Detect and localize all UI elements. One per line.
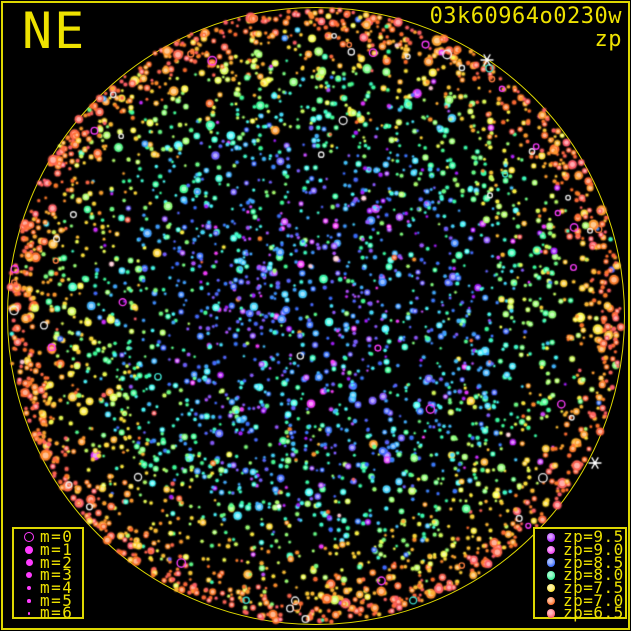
m-marker-1 — [25, 546, 33, 555]
legend-label: zp=9.5 — [563, 527, 624, 547]
legend-row: m=2 — [18, 552, 82, 572]
legend-row: m=6 — [18, 603, 82, 623]
legend-label: m=3 — [40, 565, 74, 585]
legend-row: zp=9.5 — [539, 527, 625, 547]
legend-label: zp=8.5 — [563, 552, 624, 572]
legend-label: zp=7.5 — [563, 578, 624, 598]
legend-label: zp=9.0 — [563, 540, 624, 560]
m-marker-3 — [26, 572, 32, 579]
legend-label: m=6 — [40, 603, 74, 623]
legend-row: zp=8.0 — [539, 565, 625, 585]
zp-marker-0 — [546, 533, 556, 542]
zp-marker-3 — [546, 571, 556, 580]
legend-row: m=3 — [18, 565, 82, 585]
legend-label: zp=8.0 — [563, 565, 624, 585]
legend-label: m=1 — [40, 540, 74, 560]
zp-marker-1 — [546, 545, 556, 555]
title-block: 03k60964o0230w zp — [430, 5, 622, 51]
legend-label: zp=7.0 — [563, 590, 624, 610]
legend-label: m=5 — [40, 590, 74, 610]
legend-row: zp=9.0 — [539, 540, 625, 560]
zeropoint-legend: zp=9.5 zp=9.0 zp=8.5 zp=8.0 zp=7.5 zp=7.… — [533, 527, 627, 623]
m-marker-2 — [25, 559, 33, 567]
legend-label: zp=6.5 — [563, 603, 624, 623]
m-marker-6 — [27, 612, 31, 615]
orientation-label: NE — [22, 2, 87, 60]
m-marker-4 — [26, 585, 32, 591]
zp-marker-5 — [546, 596, 556, 606]
legend-row: m=0 — [18, 527, 82, 547]
legend-row: zp=7.0 — [539, 590, 625, 610]
colorbar-label: zp — [594, 27, 622, 52]
legend-row: m=4 — [18, 578, 82, 598]
m-marker-0 — [24, 532, 34, 543]
legend-row: m=5 — [18, 590, 82, 610]
legend-label: m=4 — [40, 578, 74, 598]
plate-id-title: 03k60964o0230w — [429, 4, 622, 29]
legend-row: m=1 — [18, 540, 82, 560]
m-marker-5 — [27, 599, 31, 603]
legend-row: zp=8.5 — [539, 552, 625, 572]
magnitude-legend: m=0 m=1 m=2 m=3 m=4 m=5 m=6 — [12, 527, 84, 623]
legend-label: m=2 — [40, 552, 74, 572]
legend-row: zp=6.5 — [539, 603, 625, 623]
zp-marker-2 — [546, 558, 556, 567]
legend-label: m=0 — [40, 527, 74, 547]
legend-row: zp=7.5 — [539, 578, 625, 598]
zp-marker-6 — [546, 609, 556, 618]
zp-marker-4 — [546, 583, 556, 593]
